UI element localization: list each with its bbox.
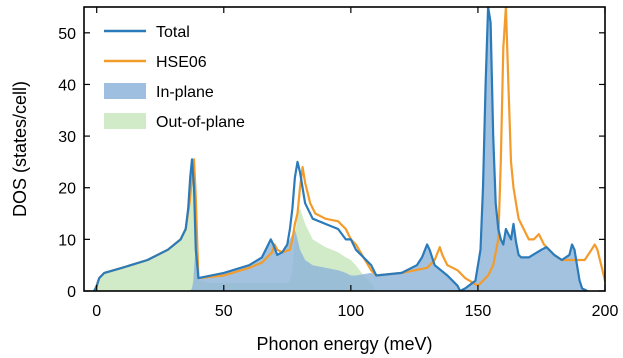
legend-label-total: Total	[156, 24, 190, 41]
y-axis: 0 10 20 30 40 50	[58, 26, 605, 301]
x-axis: 0 50 100 150 200	[92, 7, 618, 320]
y-tick-label: 30	[58, 129, 76, 146]
y-tick-label: 20	[58, 181, 76, 198]
x-tick-label: 150	[465, 303, 492, 320]
y-tick-label: 10	[58, 232, 76, 249]
plot-frame	[83, 6, 606, 292]
line-layer	[93, 7, 605, 291]
in-plane-area	[185, 7, 588, 291]
y-tick-label: 0	[67, 284, 76, 301]
legend-label-in-plane: In-plane	[156, 84, 214, 101]
out-of-plane-area	[94, 161, 377, 291]
x-tick-label: 100	[338, 303, 365, 320]
x-tick-label: 0	[92, 303, 101, 320]
legend-swatch-in-plane	[104, 83, 146, 99]
x-axis-label: Phonon energy (meV)	[256, 334, 432, 354]
legend-swatch-out-of-plane	[104, 113, 146, 129]
y-axis-label: DOS (states/cell)	[10, 81, 30, 217]
legend-label-out-of-plane: Out-of-plane	[156, 114, 245, 131]
y-tick-label: 40	[58, 77, 76, 94]
x-tick-label: 50	[215, 303, 233, 320]
legend-label-hse06: HSE06	[156, 54, 207, 71]
y-tick-label: 50	[58, 26, 76, 43]
x-tick-label: 200	[592, 303, 619, 320]
total-line	[93, 7, 589, 291]
legend: Total HSE06 In-plane Out-of-plane	[104, 24, 245, 131]
